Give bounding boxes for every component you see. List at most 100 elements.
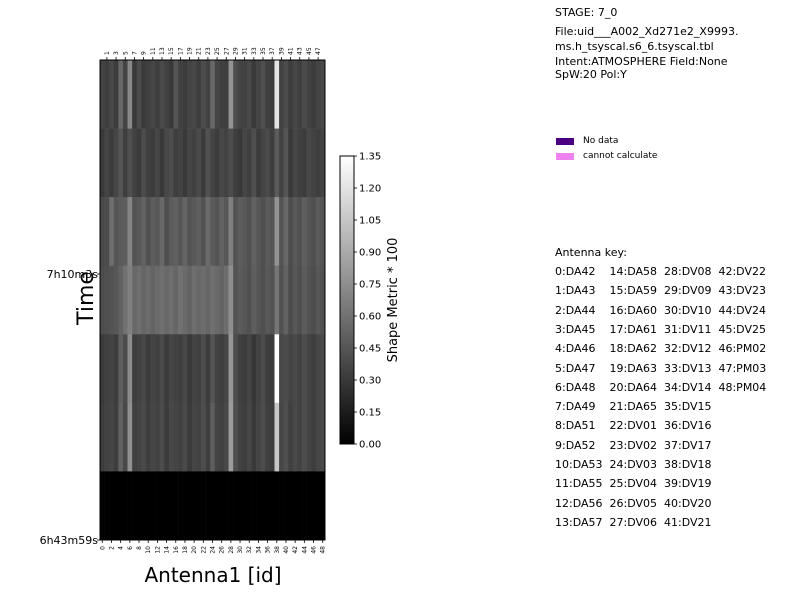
colorbar-tick-label: 0.75 xyxy=(359,280,381,291)
heatmap-cell xyxy=(118,197,124,267)
heatmap-cell xyxy=(260,60,266,129)
heatmap-cell xyxy=(127,128,133,198)
heatmap-cell xyxy=(173,265,179,335)
spw-text: SpW:20 Pol:Y xyxy=(555,68,627,81)
heatmap-cell xyxy=(260,402,266,472)
heatmap-cell xyxy=(173,60,179,129)
heatmap-cell xyxy=(109,60,115,129)
heatmap-cell xyxy=(210,402,216,472)
x-top-tick-label: 39 xyxy=(278,47,285,55)
heatmap-cell xyxy=(279,60,284,129)
heatmap-cell xyxy=(182,471,188,541)
heatmap-cell xyxy=(127,471,133,541)
heatmap-cell xyxy=(122,128,128,198)
heatmap-cell xyxy=(122,402,128,472)
heatmap-cell xyxy=(242,197,248,267)
heatmap-cell xyxy=(288,471,294,541)
heatmap-cell xyxy=(113,265,119,335)
heatmap-cell xyxy=(168,197,174,267)
heatmap-cell xyxy=(237,334,243,404)
antenna-key-row: 9:DA52 23:DV02 37:DV17 xyxy=(555,438,712,452)
heatmap-cell xyxy=(136,60,142,129)
heatmap-cell xyxy=(265,197,271,267)
heatmap-cell xyxy=(122,197,128,267)
heatmap-cell xyxy=(182,197,188,267)
heatmap-cell xyxy=(246,265,252,335)
heatmap-cell xyxy=(132,334,138,404)
heatmap-cell xyxy=(201,128,206,198)
heatmap-cell xyxy=(279,334,284,404)
heatmap-cell xyxy=(122,334,128,404)
heatmap-cell xyxy=(191,60,197,129)
heatmap-cell xyxy=(251,197,257,267)
x-top-tick-label: 45 xyxy=(306,47,313,55)
heatmap-cell xyxy=(274,197,280,267)
heatmap-cell xyxy=(159,265,165,335)
heatmap-cell xyxy=(182,334,188,404)
heatmap-cell xyxy=(283,128,289,198)
heatmap-cell xyxy=(265,334,271,404)
colorbar-tick-label: 0.45 xyxy=(359,344,381,355)
heatmap-cell xyxy=(246,60,252,129)
heatmap-cell xyxy=(246,128,252,198)
stage-text: STAGE: 7_0 xyxy=(555,6,618,19)
heatmap-cell xyxy=(187,471,193,541)
x-tick-label: 6 xyxy=(127,546,134,550)
heatmap-cell xyxy=(311,265,317,335)
x-top-tick-label: 11 xyxy=(150,47,157,55)
heatmap-cell xyxy=(155,128,160,198)
x-top-tick-label: 27 xyxy=(223,47,230,55)
heatmap-cell xyxy=(191,402,197,472)
heatmap-cell xyxy=(104,471,110,541)
heatmap-cell xyxy=(178,128,183,198)
x-top-tick-label: 21 xyxy=(196,47,203,55)
x-ticks-bottom: 0 2 4 6 8 10 12 14 16 18 20 22 24 26 28 30 32 34 36 38 40 42 4… xyxy=(99,540,327,554)
heatmap-cell xyxy=(219,334,225,404)
heatmap-cell xyxy=(127,265,133,335)
heatmap-cell xyxy=(315,471,321,541)
heatmap-cell xyxy=(104,128,110,198)
antenna-key-row: 3:DA45 17:DA61 31:DV11 45:DV25 xyxy=(555,322,766,336)
heatmap-cell xyxy=(109,334,115,404)
heatmap-cell xyxy=(292,402,298,472)
x-tick-label: 18 xyxy=(182,546,189,554)
heatmap-cell xyxy=(302,265,307,335)
heatmap-cell xyxy=(104,334,110,404)
heatmap-cell xyxy=(214,402,220,472)
heatmap-cell xyxy=(159,334,165,404)
antenna-key-row: 11:DA55 25:DV04 39:DV19 xyxy=(555,477,712,491)
x-top-tick-label: 23 xyxy=(205,47,212,55)
heatmap-cell xyxy=(228,60,234,129)
heatmap-cell xyxy=(159,402,165,472)
heatmap-cell xyxy=(201,402,206,472)
x-tick-label: 48 xyxy=(320,546,327,554)
heatmap-cell xyxy=(242,265,248,335)
heatmap-cell xyxy=(118,402,124,472)
heatmap-cell xyxy=(127,197,133,267)
x-tick-label: 38 xyxy=(274,546,281,554)
heatmap-cell xyxy=(100,265,105,335)
heatmap-cell xyxy=(155,471,160,541)
x-axis-label: Antenna1 [id] xyxy=(144,563,281,587)
heatmap-cell xyxy=(178,265,183,335)
heatmap-cell xyxy=(260,334,266,404)
heatmap-cell xyxy=(311,60,317,129)
heatmap-cell xyxy=(242,128,248,198)
x-top-tick-label: 33 xyxy=(251,47,258,55)
heatmap-cell xyxy=(251,471,257,541)
heatmap-cell xyxy=(141,471,147,541)
heatmap-cell xyxy=(256,334,262,404)
heatmap-cell xyxy=(219,402,225,472)
heatmap-cell xyxy=(214,197,220,267)
heatmap-cell xyxy=(302,402,307,472)
heatmap-cell xyxy=(292,334,298,404)
x-tick-label: 30 xyxy=(237,546,244,554)
heatmap-cell xyxy=(155,60,160,129)
heatmap-cell xyxy=(214,128,220,198)
heatmap-cell xyxy=(113,334,119,404)
x-tick-label: 8 xyxy=(136,546,143,550)
heatmap-cell xyxy=(297,60,303,129)
antenna-key-row: 8:DA51 22:DV01 36:DV16 xyxy=(555,419,712,433)
antenna-key-row: 13:DA57 27:DV06 41:DV21 xyxy=(555,515,712,529)
heatmap-cell xyxy=(168,265,174,335)
